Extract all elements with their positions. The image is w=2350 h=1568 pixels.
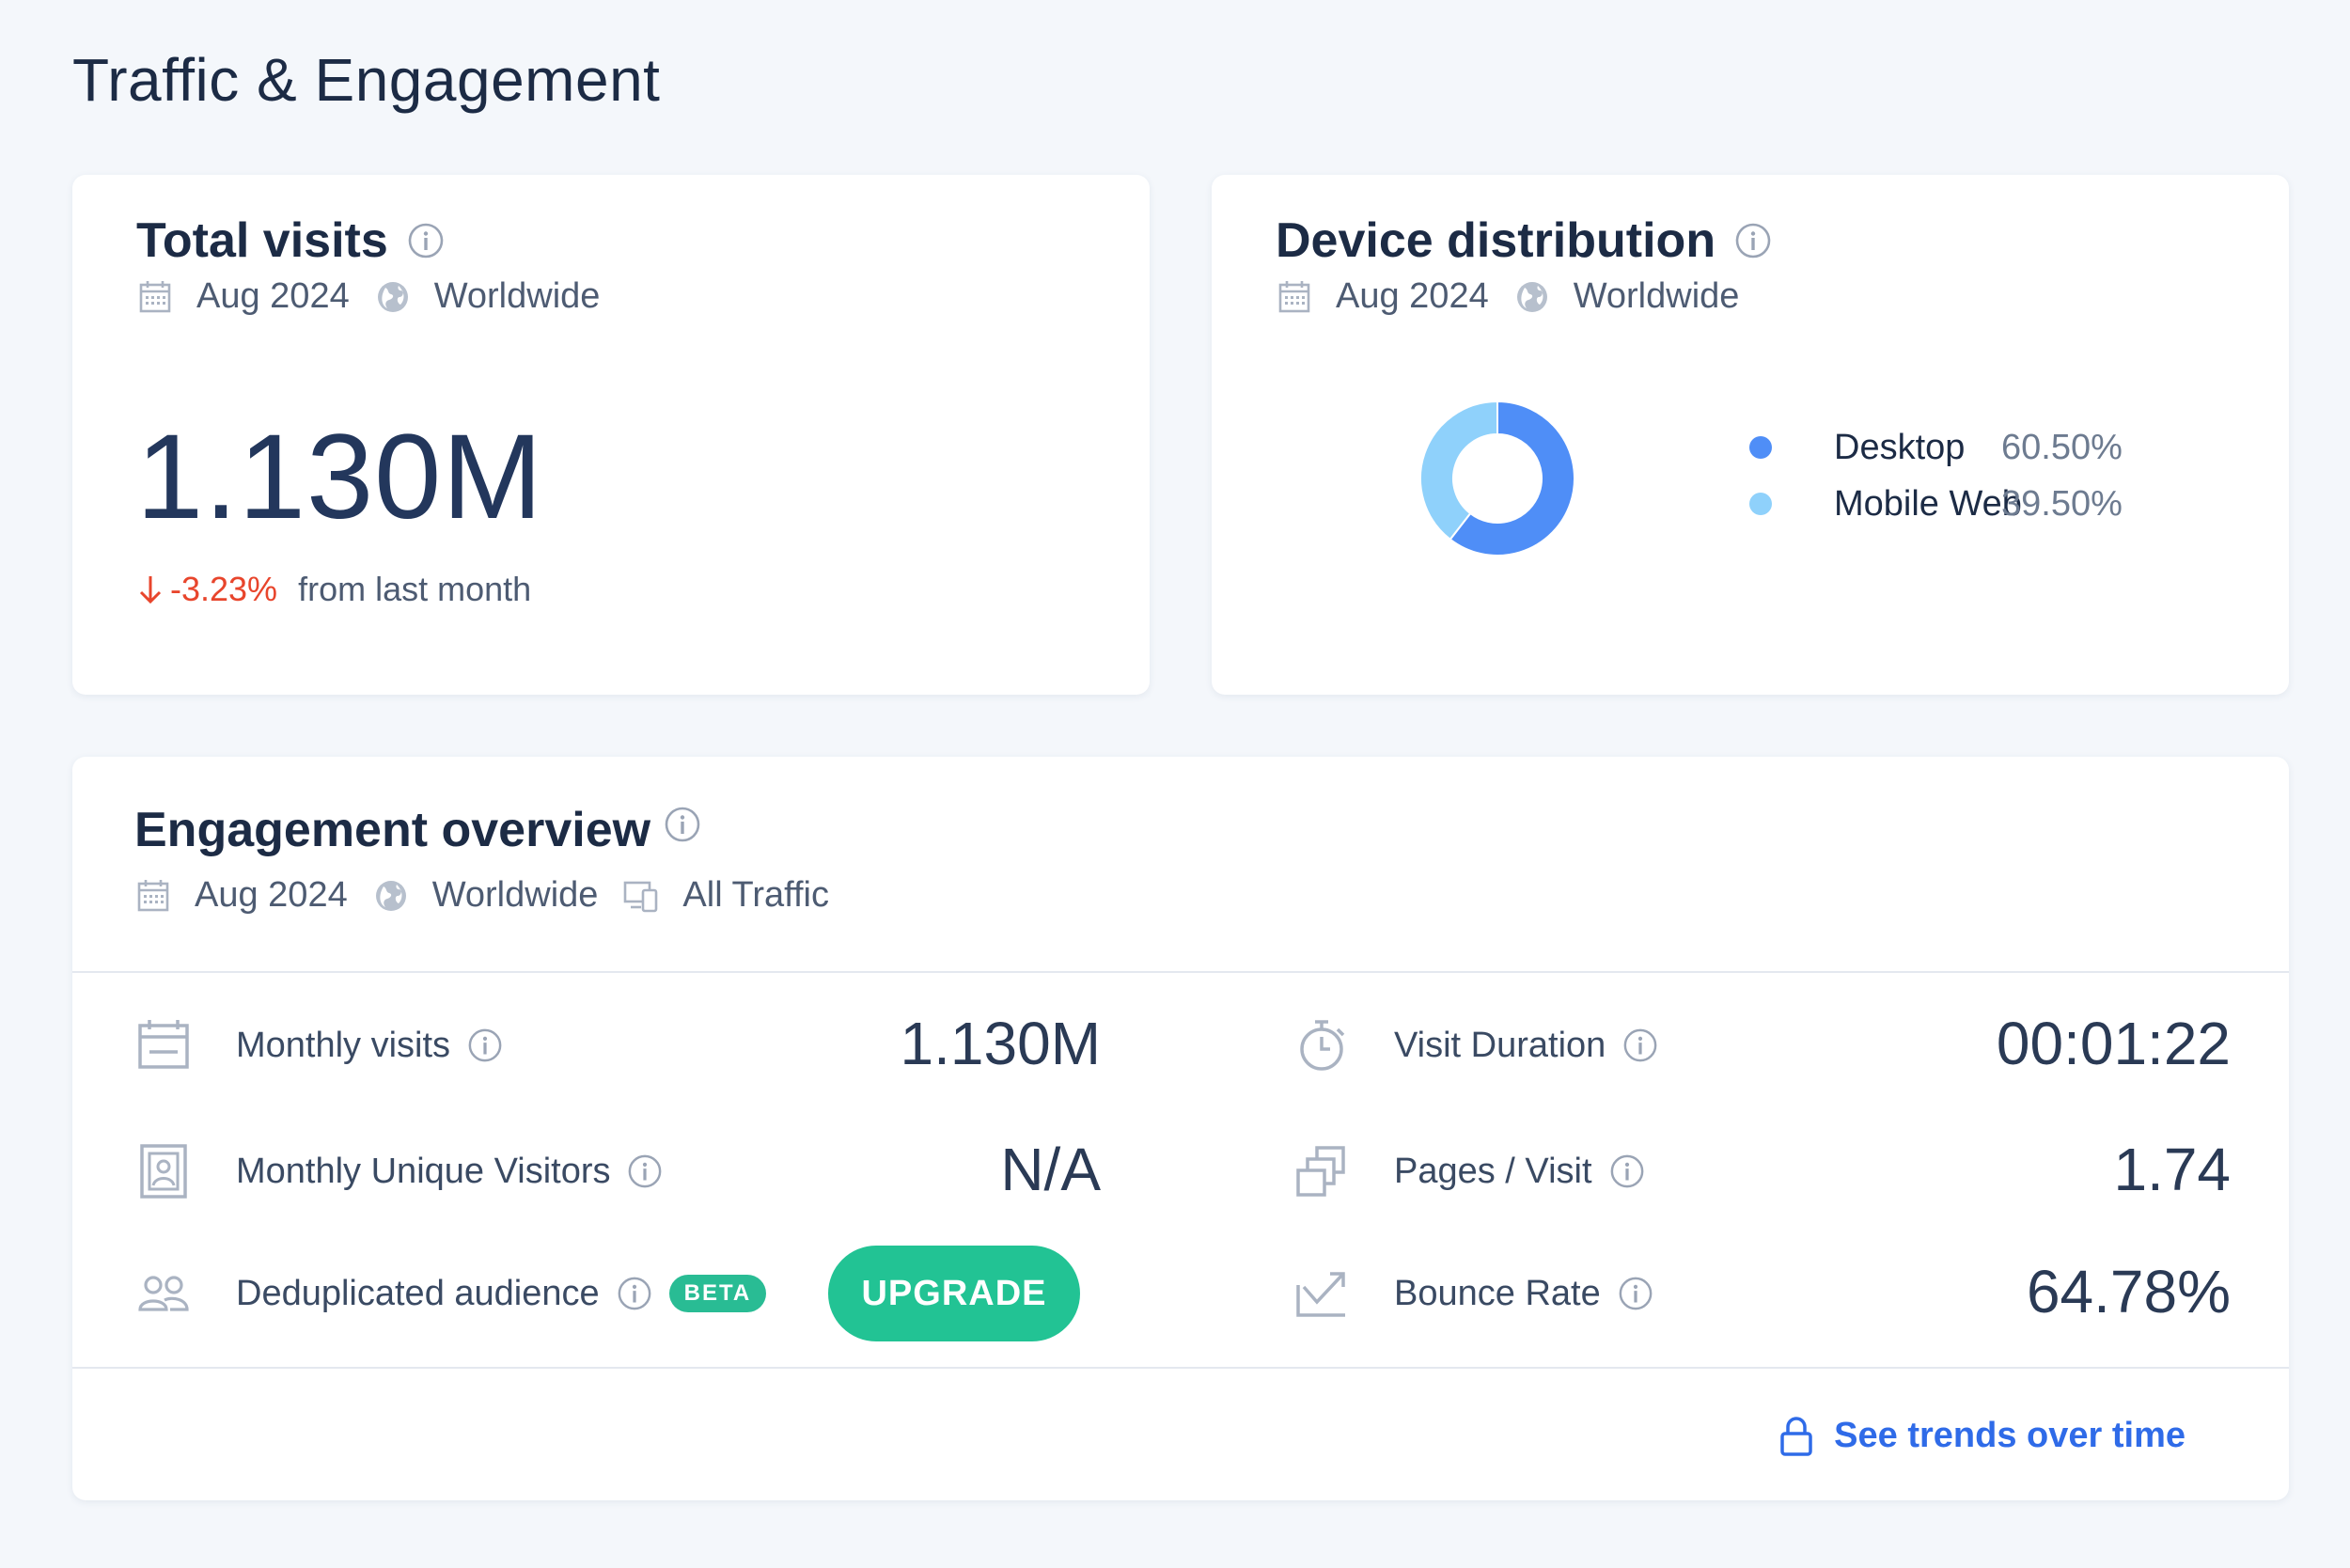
upgrade-button[interactable]: UPGRADE: [828, 1246, 1080, 1341]
legend-value: 39.50%: [2001, 483, 2123, 524]
total-visits-card: Total visits Aug 2024 Worldwide 1.130M -…: [72, 175, 1150, 695]
device-title-row: Device distribution: [1276, 212, 1772, 269]
calendar-icon: [136, 278, 174, 316]
device-distribution-title: Device distribution: [1276, 213, 1716, 268]
device-legend: Desktop 60.50% Mobile Web 39.50%: [1749, 419, 2123, 532]
calendar-icon: [1276, 278, 1313, 316]
globe-icon: [374, 278, 412, 316]
donut-slice-mobile-web[interactable]: [1419, 400, 1498, 541]
metric-value-visit-duration: 00:01:22: [1996, 1010, 2231, 1077]
info-icon[interactable]: [1622, 1027, 1658, 1063]
metric-visit-duration: Visit Duration: [1294, 1018, 1658, 1073]
legend-label: Desktop: [1834, 427, 1966, 467]
donut-slice-desktop[interactable]: [1449, 400, 1575, 557]
lock-icon: [1780, 1417, 1812, 1456]
metric-value-unique-visitors: N/A: [1000, 1136, 1101, 1203]
globe-icon: [372, 877, 410, 915]
date-label: Aug 2024: [196, 276, 350, 316]
info-icon[interactable]: [627, 1153, 663, 1189]
globe-icon: [1513, 278, 1551, 316]
legend-item-mobile-web[interactable]: Mobile Web 39.50%: [1749, 476, 2123, 532]
engagement-title: Engagement overview: [134, 803, 651, 857]
total-visits-meta: Aug 2024 Worldwide: [136, 276, 624, 317]
calendar-icon: [138, 1020, 189, 1069]
device-distribution-card: Device distribution Aug 2024 Worldwide D…: [1212, 175, 2289, 695]
metric-label: Monthly Unique Visitors: [236, 1151, 611, 1191]
metric-unique-visitors: Monthly Unique Visitors: [136, 1144, 663, 1199]
id-card-icon: [140, 1144, 187, 1199]
legend-dot: [1749, 493, 1772, 515]
legend-item-desktop[interactable]: Desktop 60.50%: [1749, 419, 2123, 476]
engagement-meta: Aug 2024 Worldwide All Traffic: [134, 875, 854, 916]
calendar-icon: [134, 877, 172, 915]
info-icon[interactable]: [467, 1027, 503, 1063]
see-trends-label: See trends over time: [1834, 1415, 2186, 1455]
info-icon[interactable]: [1734, 222, 1772, 259]
pages-icon: [1296, 1146, 1345, 1197]
traffic-label: All Traffic: [682, 875, 829, 915]
metric-label: Pages / Visit: [1394, 1151, 1592, 1191]
metric-bounce-rate: Bounce Rate: [1294, 1266, 1653, 1321]
date-label: Aug 2024: [1336, 276, 1489, 316]
metric-value-pages-per-visit: 1.74: [2113, 1136, 2231, 1203]
engagement-overview-card: Engagement overview Aug 2024 Worldwide A…: [72, 757, 2289, 1500]
stopwatch-icon: [1300, 1020, 1345, 1071]
date-label: Aug 2024: [195, 875, 348, 915]
beta-badge: BETA: [668, 1275, 767, 1312]
change-down: -3.23%: [136, 570, 277, 609]
metric-label: Visit Duration: [1394, 1025, 1606, 1065]
metric-label: Bounce Rate: [1394, 1273, 1601, 1313]
metric-value-bounce-rate: 64.78%: [2026, 1258, 2231, 1325]
legend-dot: [1749, 436, 1772, 459]
region-label: Worldwide: [433, 276, 601, 316]
visits-change: -3.23% from last month: [136, 570, 531, 609]
metric-value-monthly-visits: 1.130M: [900, 1010, 1101, 1077]
metric-label: Monthly visits: [236, 1025, 451, 1065]
metric-label: Deduplicated audience: [236, 1273, 600, 1313]
info-icon[interactable]: [1618, 1276, 1653, 1311]
metric-pages-per-visit: Pages / Visit: [1294, 1144, 1645, 1199]
legend-label: Mobile Web: [1834, 483, 2022, 524]
bounce-icon: [1296, 1272, 1345, 1317]
device-donut-chart: [1419, 400, 1575, 557]
info-icon[interactable]: [664, 806, 701, 843]
total-visits-value: 1.130M: [136, 410, 543, 544]
info-icon[interactable]: [617, 1276, 652, 1311]
arrow-down-icon: [139, 576, 162, 604]
engagement-title-row: Engagement overview: [134, 802, 701, 858]
region-label: Worldwide: [1573, 276, 1740, 316]
metric-monthly-visits: Monthly visits: [136, 1018, 503, 1073]
people-icon: [138, 1276, 189, 1311]
page-title: Traffic & Engagement: [72, 46, 661, 114]
see-trends-link[interactable]: See trends over time: [1779, 1415, 2186, 1456]
change-suffix: from last month: [298, 570, 532, 608]
total-visits-title-row: Total visits: [136, 212, 445, 269]
info-icon[interactable]: [407, 222, 445, 259]
metric-deduplicated-audience: Deduplicated audience BETA: [136, 1266, 767, 1321]
legend-value: 60.50%: [2001, 427, 2123, 467]
divider: [72, 1367, 2289, 1369]
total-visits-title: Total visits: [136, 213, 388, 268]
info-icon[interactable]: [1609, 1153, 1645, 1189]
device-meta: Aug 2024 Worldwide: [1276, 276, 1763, 317]
divider: [72, 971, 2289, 973]
region-label: Worldwide: [431, 875, 599, 915]
change-value: -3.23%: [170, 570, 278, 608]
devices-icon: [622, 877, 660, 915]
